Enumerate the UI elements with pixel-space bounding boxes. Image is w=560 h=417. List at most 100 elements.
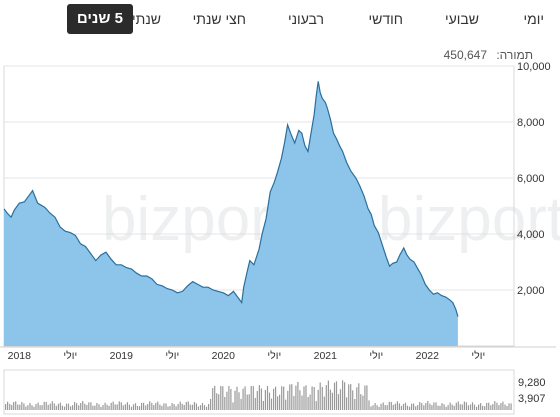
volume-bar — [258, 385, 260, 410]
tab-daily[interactable]: יומי — [523, 11, 544, 27]
volume-bar — [120, 402, 122, 410]
volume-bar — [232, 402, 234, 410]
volume-bar — [53, 403, 55, 410]
tab-half-yearly[interactable]: חצי שנתי — [192, 11, 246, 27]
volume-bar — [248, 394, 250, 410]
volume-bar — [459, 404, 461, 410]
volume-bar — [382, 402, 384, 410]
volume-bar — [19, 404, 21, 410]
volume-bar — [482, 405, 484, 410]
volume-bar — [317, 389, 319, 410]
volume-bar — [431, 405, 433, 410]
volume-bar — [396, 401, 398, 410]
y-tick-label: 8,000 — [517, 117, 545, 129]
volume-bar — [311, 386, 313, 410]
volume-bar — [214, 385, 216, 410]
volume-bar — [7, 401, 9, 410]
tab-5-years[interactable]: 5 שנים — [66, 4, 133, 34]
watermark-right: bizportal — [378, 185, 560, 254]
volume-bar — [41, 405, 43, 410]
volume-bar — [236, 386, 238, 410]
volume-bar — [307, 397, 309, 410]
volume-bar — [484, 406, 486, 410]
volume-bar — [281, 386, 283, 410]
volume-bar — [195, 403, 197, 410]
volume-bar — [254, 397, 256, 410]
x-tick-label: יולי — [369, 350, 383, 362]
volume-bar — [112, 401, 114, 410]
volume-bar — [183, 405, 185, 410]
volume-bar — [250, 386, 252, 410]
volume-bar — [134, 403, 137, 410]
volume-bar — [386, 405, 388, 410]
y-axis-ticks: 10,000 8,000 6,000 4,000 2,000 — [517, 61, 551, 297]
volume-bar — [106, 404, 108, 410]
volume-bar — [370, 406, 372, 410]
volume-bar — [203, 405, 206, 410]
x-tick-label: 2020 — [212, 350, 236, 362]
volume-bar — [453, 405, 455, 410]
volume-bar — [218, 394, 220, 410]
tab-yearly[interactable]: שנתי — [132, 11, 161, 27]
volume-bar — [315, 401, 317, 410]
volume-bar — [419, 402, 421, 410]
volume-bar — [27, 405, 29, 410]
volume-bar — [262, 401, 264, 410]
volume-bar — [15, 401, 17, 410]
y-tick-label: 10,000 — [517, 61, 551, 73]
volume-bar — [378, 406, 380, 410]
volume-bar — [61, 405, 63, 410]
volume-bar — [376, 405, 378, 410]
volume-bar — [141, 402, 143, 410]
volume-bar — [384, 405, 386, 410]
y-tick-label: 6,000 — [517, 173, 545, 185]
volume-bar — [67, 403, 70, 410]
volume-bar — [80, 403, 82, 410]
volume-bar — [264, 389, 266, 410]
volume-bar — [293, 396, 295, 410]
volume-bar — [43, 401, 45, 410]
volume-bar — [224, 397, 226, 410]
volume-bar — [147, 404, 149, 410]
volume-bar — [100, 406, 102, 410]
volume-bar — [187, 401, 189, 410]
volume-bar — [469, 404, 472, 410]
volume-bar — [266, 386, 269, 410]
volume-bar — [88, 402, 90, 410]
volume-bar — [110, 402, 112, 410]
volume-bar — [445, 406, 447, 410]
volume-bar — [124, 404, 126, 410]
volume-bar — [104, 402, 106, 410]
volume-bar — [126, 402, 128, 410]
volume-bar — [457, 401, 459, 410]
tab-quarterly[interactable]: רבעוני — [287, 11, 324, 27]
volume-bar — [277, 396, 279, 410]
volume-bar — [406, 405, 409, 410]
volume-tick-low: 3,907 — [518, 393, 546, 405]
volume-bar — [437, 405, 439, 410]
tab-weekly[interactable]: שבועי — [444, 11, 479, 27]
volume-bar — [279, 394, 281, 410]
volume-bar — [165, 403, 167, 410]
volume-bar — [429, 403, 431, 410]
volume-bar — [63, 406, 66, 410]
period-tabs: יומי שבועי חודשי רבעוני חצי שנתי שנתי 5 … — [0, 0, 560, 40]
volume-bar — [297, 382, 299, 410]
volume-bar — [423, 405, 425, 410]
volume-bar — [21, 402, 23, 410]
volume-bar — [222, 386, 224, 410]
volume-bar — [285, 399, 287, 410]
volume-bar — [404, 402, 407, 410]
volume-bar — [167, 406, 169, 410]
volume-bar — [37, 402, 39, 410]
tab-monthly[interactable]: חודשי — [368, 11, 403, 27]
volume-bar — [398, 403, 400, 410]
volume-bar — [244, 386, 246, 410]
volume-bars — [5, 380, 512, 410]
volume-bar — [473, 404, 476, 410]
volume-bar — [17, 404, 19, 410]
volume-bar — [228, 386, 230, 410]
volume-bar — [197, 406, 199, 410]
volume-bar — [25, 406, 27, 410]
volume-bar — [153, 405, 155, 410]
